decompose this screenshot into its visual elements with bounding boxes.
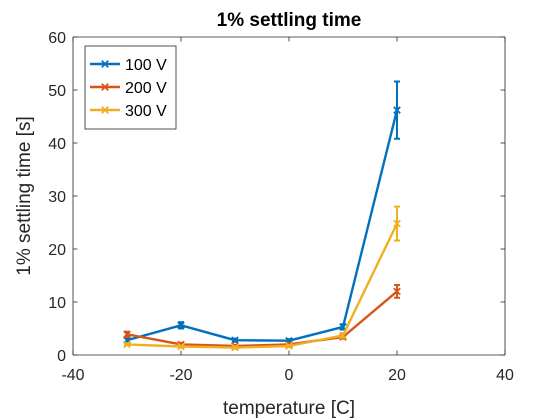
legend-marker [101,60,109,68]
series-layer [123,80,401,352]
x-tick-label: 40 [496,367,514,384]
marker-stroke [231,336,239,344]
legend-marker [101,83,109,91]
marker-stroke [393,287,401,296]
marker-stroke [177,321,185,330]
x-tick-label: -40 [61,367,84,384]
legend-label: 300 V [125,103,167,120]
data-point [285,342,293,350]
marker-stroke [339,331,347,340]
legend-label: 200 V [125,80,167,97]
x-tick-label: 20 [388,367,406,384]
marker-stroke [393,106,401,114]
y-tick-label: 50 [48,83,66,100]
data-point [177,342,185,351]
marker-stroke [339,323,347,331]
data-point [393,106,401,114]
marker-stroke [123,340,131,349]
marker-stroke [177,342,185,351]
legend-marker [101,106,109,114]
legend-entry: 100 V [90,57,167,74]
data-point [177,321,185,330]
y-tick-label: 40 [48,136,66,153]
y-axis-label: 1% settling time [s] [14,116,35,275]
y-tick-label: 60 [48,30,66,47]
data-point [231,336,239,344]
marker-stroke [231,343,239,352]
data-point [231,343,239,352]
data-point [123,340,131,349]
data-point [339,331,347,340]
series-2 [123,205,401,352]
x-tick-label: -20 [169,367,192,384]
marker-stroke [285,342,293,350]
data-point [393,219,401,228]
data-point [123,330,131,339]
legend-entry: 300 V [90,103,167,120]
y-tick-label: 20 [48,242,66,259]
marker-stroke [393,219,401,228]
series-line [126,290,398,348]
legend: 100 V 200 V 300 V [84,45,177,130]
ticks-layer: -40 -20 0 20 40 0 10 20 30 40 50 60 [48,30,514,384]
y-tick-label: 0 [57,348,66,365]
legend-label: 100 V [125,57,167,74]
chart-title: 1% settling time [217,10,362,31]
series-line [126,109,399,342]
series-line [126,223,399,349]
y-tick-label: 10 [48,295,66,312]
x-axis-label: temperature [C] [223,398,355,419]
y-tick-label: 30 [48,189,66,206]
legend-entry: 200 V [90,80,167,97]
x-tick-label: 0 [285,367,294,384]
marker-stroke [123,330,131,339]
data-point [393,287,401,296]
legend-entries: 100 V 200 V 300 V [90,57,167,120]
